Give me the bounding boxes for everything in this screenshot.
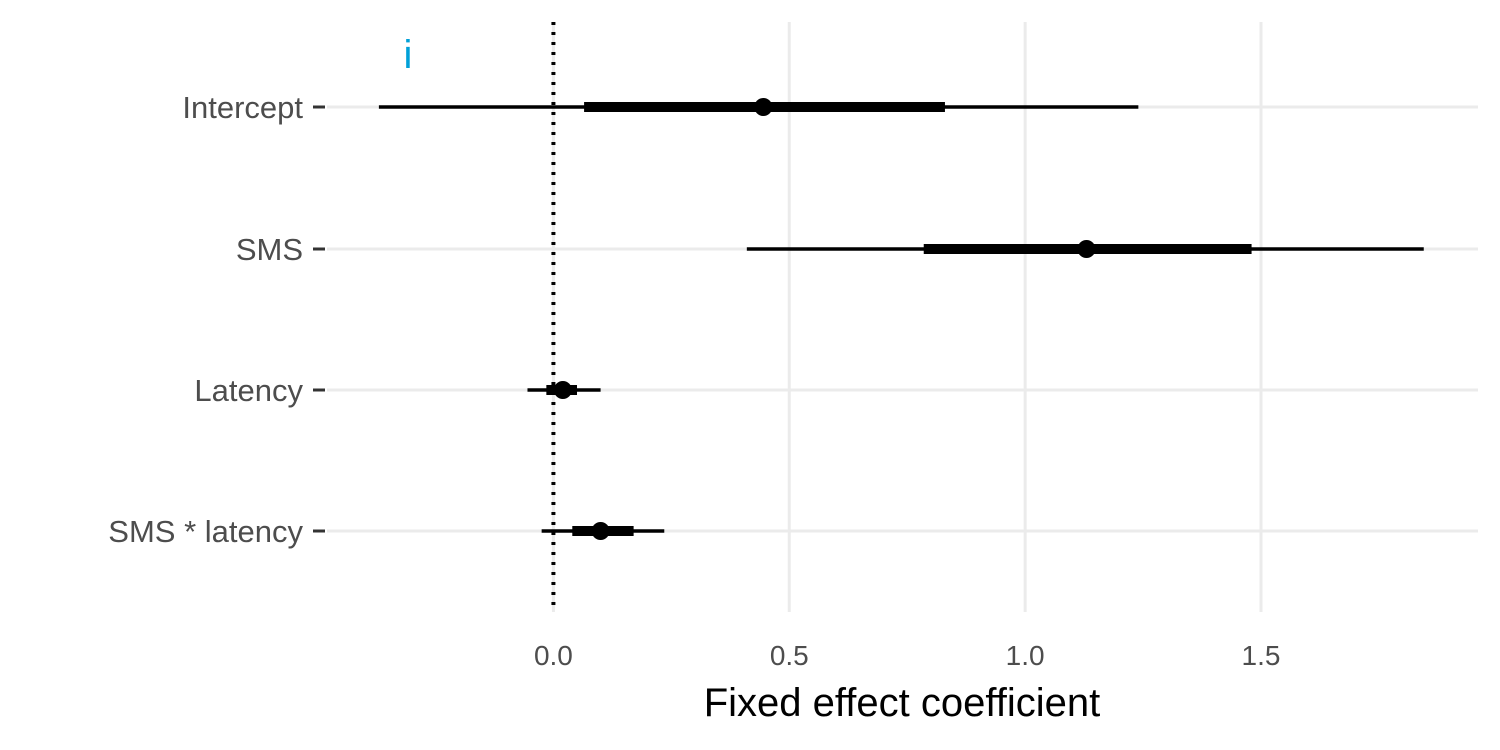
x-tick-label: 1.0 [1006, 640, 1045, 671]
x-tick-label: 1.5 [1242, 640, 1281, 671]
y-tick-label: SMS * latency [108, 514, 303, 549]
y-tick-label: Intercept [182, 90, 303, 125]
point-estimate [591, 522, 610, 540]
x-axis-title: Fixed effect coefficient [704, 681, 1101, 725]
point-estimate [1077, 240, 1096, 258]
panel-label: i [404, 33, 413, 77]
point-estimate [553, 381, 572, 399]
ticks-layer: 0.0 0.5 1.0 1.5 Intercept SMS Latency SMS * lat… [108, 90, 1280, 671]
marks-layer [378, 98, 1424, 540]
point-estimate [754, 98, 773, 116]
x-tick-label: 0.5 [770, 640, 809, 671]
x-tick-label: 0.0 [534, 640, 573, 671]
y-tick-label: Latency [194, 373, 303, 408]
y-tick-label: SMS [236, 232, 303, 267]
